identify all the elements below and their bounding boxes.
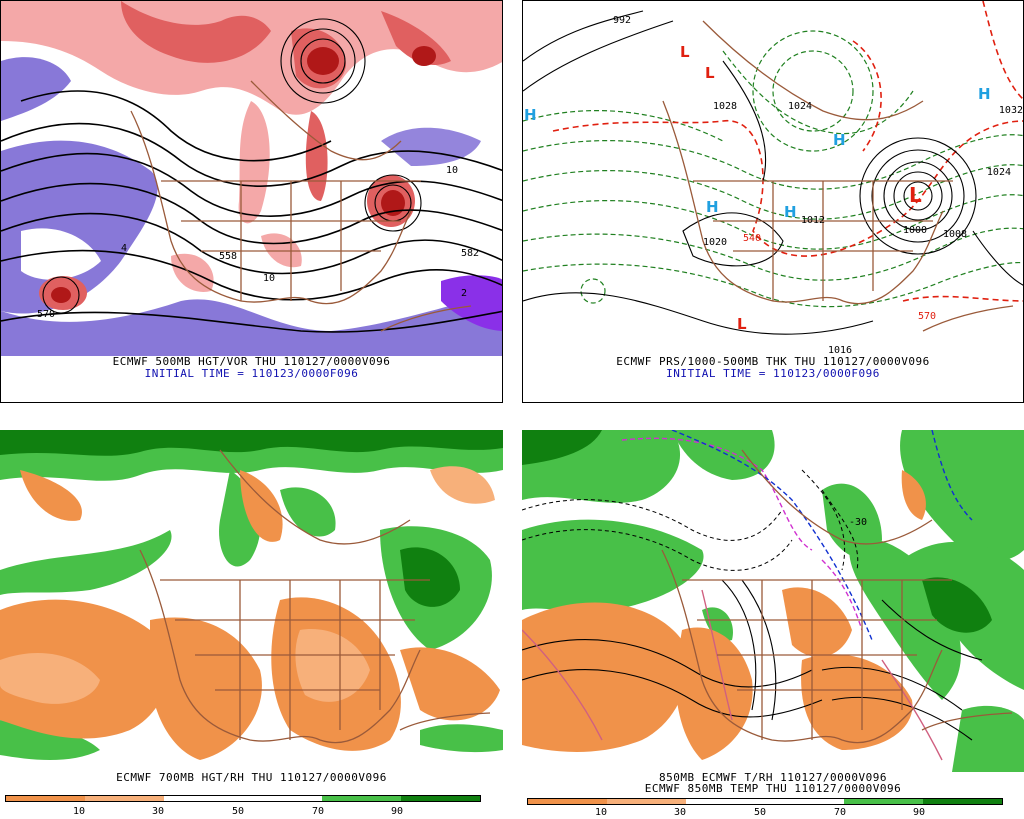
scale-tick: 90 (912, 807, 926, 818)
temp-rh-850mb-map: -30 (522, 430, 1024, 772)
contour-label: 1008 (943, 229, 967, 240)
contour-label: 1024 (788, 101, 812, 112)
contour-label: 10 (446, 165, 458, 176)
low-pressure-marker: L (737, 315, 747, 333)
scale-tick: 70 (833, 807, 847, 818)
panel-title: ECMWF PRS/1000-500MB THK THU 110127/0000… (616, 355, 930, 368)
scale-tick: 10 (72, 806, 86, 817)
contour-label: 10 (263, 273, 275, 284)
high-pressure-marker: H (833, 131, 846, 149)
panel-500mb-hgt-vor: 582 558 10 570 10 4 2 ECMWF 500MB HGT/VO… (0, 0, 503, 403)
initial-time-label: INITIAL TIME = 110123/0000F096 (666, 367, 880, 380)
panel-850mb-t-rh: -30 850MB ECMWF T/RH 110127/0000V096 ECM… (522, 430, 1024, 819)
high-pressure-marker: H (706, 198, 719, 216)
rh-color-scale (5, 795, 481, 802)
contour-label: 558 (219, 251, 237, 262)
panel-title: 850MB ECMWF T/RH 110127/0000V096 (659, 771, 887, 784)
panel-title: ECMWF 500MB HGT/VOR THU 110127/0000V096 (112, 355, 391, 368)
panel-subtitle: ECMWF 850MB TEMP THU 110127/0000V096 (644, 782, 902, 795)
contour-label: 1016 (828, 345, 852, 356)
panel-title: ECMWF 700MB HGT/RH THU 110127/0000V096 (116, 771, 387, 784)
contour-label: 570 (37, 309, 55, 320)
contour-label: 1000 (903, 225, 927, 236)
contour-label: -30 (849, 517, 867, 528)
scale-tick: 70 (311, 806, 325, 817)
contour-label: 1020 (703, 237, 727, 248)
contour-label: 1028 (713, 101, 737, 112)
rh-700mb-map (0, 430, 503, 772)
high-pressure-marker: H (784, 203, 797, 221)
contour-label: 570 (918, 311, 936, 322)
contour-label: 992 (613, 15, 631, 26)
contour-label: 2 (461, 288, 467, 299)
contour-label: 1032 (999, 105, 1023, 116)
low-pressure-marker: L (909, 183, 922, 207)
scale-tick: 90 (390, 806, 404, 817)
scale-tick: 10 (594, 807, 608, 818)
panel-prs-thickness: 1032 1024 1024 1008 1000 992 1016 570 54… (522, 0, 1024, 403)
high-pressure-marker: H (524, 106, 537, 124)
pressure-thickness-map: 1032 1024 1024 1008 1000 992 1016 570 54… (523, 1, 1023, 356)
vorticity-map: 582 558 10 570 10 4 2 (1, 1, 502, 356)
scale-tick: 30 (673, 807, 687, 818)
contour-label: 1012 (801, 215, 825, 226)
scale-tick: 30 (151, 806, 165, 817)
scale-tick: 50 (231, 806, 245, 817)
panel-700mb-hgt-rh: ECMWF 700MB HGT/RH THU 110127/0000V096 1… (0, 430, 503, 819)
contour-label: 540 (743, 233, 761, 244)
low-pressure-marker: L (680, 43, 690, 61)
contour-label: 582 (461, 248, 479, 259)
initial-time-label: INITIAL TIME = 110123/0000F096 (144, 367, 359, 380)
contour-label: 4 (121, 243, 127, 254)
contour-label: 1024 (987, 167, 1011, 178)
low-pressure-marker: L (705, 64, 715, 82)
scale-tick: 50 (753, 807, 767, 818)
high-pressure-marker: H (978, 85, 991, 103)
rh-color-scale (527, 798, 1003, 805)
